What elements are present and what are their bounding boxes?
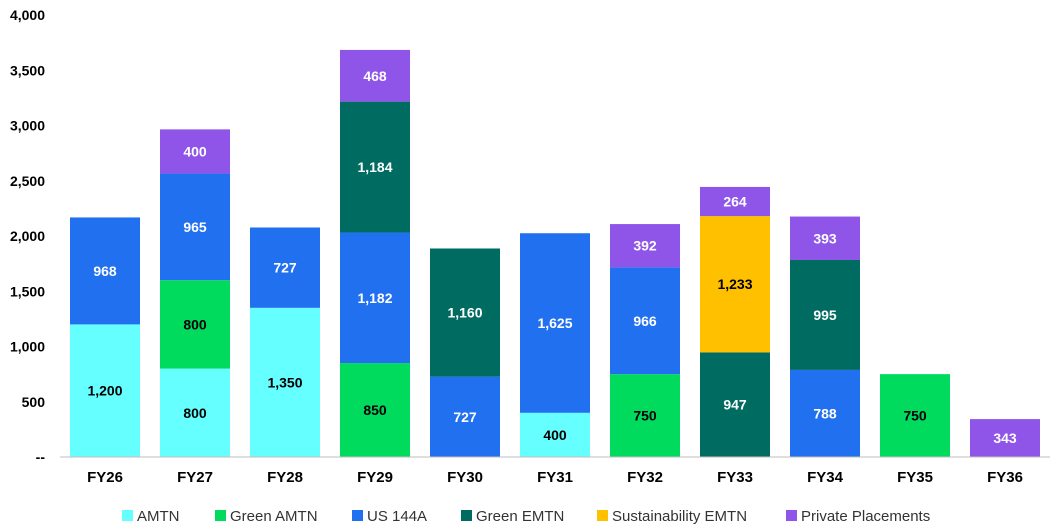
bar-segment bbox=[70, 324, 140, 457]
bar-segment bbox=[160, 280, 230, 369]
legend-label: Green AMTN bbox=[230, 508, 318, 525]
data-label: 1,625 bbox=[537, 315, 572, 331]
legend-swatch bbox=[215, 510, 226, 521]
bar-segment bbox=[520, 412, 590, 457]
x-axis: FY26 FY27 FY28 FY29 FY30 FY31 FY32 FY33 FY34 FY35… bbox=[87, 469, 1023, 486]
legend-label: US 144A bbox=[367, 508, 427, 525]
x-tick-label: FY32 bbox=[627, 469, 663, 486]
bar-segment bbox=[70, 217, 140, 325]
legend-label: Green EMTN bbox=[476, 508, 564, 525]
bar-segment bbox=[520, 233, 590, 413]
x-tick-label: FY27 bbox=[177, 469, 213, 486]
bar-segment bbox=[430, 248, 500, 377]
bar-segment bbox=[160, 129, 230, 174]
y-axis: -- 500 1,000 1,500 2,000 2,500 3,000 3,500 4,000 bbox=[10, 7, 45, 465]
bar-segment bbox=[970, 419, 1040, 457]
data-label: 968 bbox=[93, 263, 117, 279]
bar-segment bbox=[700, 186, 770, 217]
y-tick-label: 4,000 bbox=[10, 7, 45, 23]
y-tick-label: 2,000 bbox=[10, 228, 45, 244]
data-label: 750 bbox=[903, 408, 927, 424]
y-tick-label: 3,500 bbox=[10, 62, 45, 78]
data-label: 1,233 bbox=[717, 276, 752, 292]
bar-segment bbox=[340, 101, 410, 233]
y-tick-label: -- bbox=[36, 449, 46, 465]
bar-segment bbox=[610, 374, 680, 457]
x-tick-label: FY34 bbox=[807, 469, 844, 486]
data-label: 727 bbox=[273, 260, 297, 276]
bar-segment bbox=[250, 307, 320, 457]
bar-segment bbox=[700, 352, 770, 457]
data-label: 1,200 bbox=[87, 383, 122, 399]
data-label: 965 bbox=[183, 219, 207, 235]
data-label: 1,350 bbox=[267, 374, 302, 390]
x-tick-label: FY30 bbox=[447, 469, 483, 486]
x-tick-label: FY26 bbox=[87, 469, 123, 486]
data-label: 1,182 bbox=[357, 290, 392, 306]
data-label: 966 bbox=[633, 313, 657, 329]
x-tick-label: FY29 bbox=[357, 469, 393, 486]
legend-swatch bbox=[122, 510, 133, 521]
legend-swatch bbox=[352, 510, 363, 521]
bars: 1,200 968 800 800 965 400 1,350 727 850 1,182 1,18… bbox=[70, 49, 1040, 457]
legend-swatch bbox=[461, 510, 472, 521]
data-label: 1,184 bbox=[357, 159, 392, 175]
data-label: 800 bbox=[183, 316, 207, 332]
data-label: 400 bbox=[543, 427, 567, 443]
bar-segment bbox=[790, 259, 860, 370]
legend-swatch bbox=[597, 510, 608, 521]
bar-segment bbox=[430, 376, 500, 457]
bar-segment bbox=[790, 216, 860, 260]
data-label: 264 bbox=[723, 194, 747, 210]
bar-segment bbox=[340, 49, 410, 102]
data-label: 800 bbox=[183, 405, 207, 421]
x-tick-label: FY35 bbox=[897, 469, 933, 486]
data-label: 788 bbox=[813, 405, 837, 421]
bar-segment bbox=[340, 232, 410, 364]
bar-segment bbox=[880, 374, 950, 457]
bar-segment bbox=[790, 369, 860, 457]
bar-segment bbox=[700, 216, 770, 353]
y-tick-label: 1,500 bbox=[10, 283, 45, 299]
y-tick-label: 500 bbox=[22, 394, 46, 410]
legend: AMTN Green AMTN US 144A Green EMTN Sustainab… bbox=[122, 508, 930, 525]
bar-segment bbox=[610, 267, 680, 375]
x-tick-label: FY28 bbox=[267, 469, 303, 486]
bar-segment bbox=[160, 368, 230, 457]
data-label: 343 bbox=[993, 430, 1017, 446]
legend-label: AMTN bbox=[137, 508, 180, 525]
y-tick-label: 2,500 bbox=[10, 173, 45, 189]
data-label: 947 bbox=[723, 397, 747, 413]
x-tick-label: FY33 bbox=[717, 469, 753, 486]
data-label: 393 bbox=[813, 230, 837, 246]
data-label: 400 bbox=[183, 143, 207, 159]
data-label: 750 bbox=[633, 408, 657, 424]
data-label: 468 bbox=[363, 68, 387, 84]
data-label: 727 bbox=[453, 409, 477, 425]
x-tick-label: FY36 bbox=[987, 469, 1023, 486]
bar-segment bbox=[160, 173, 230, 281]
data-label: 995 bbox=[813, 307, 837, 323]
y-tick-label: 3,000 bbox=[10, 118, 45, 134]
bar-segment bbox=[250, 227, 320, 308]
legend-label: Private Placements bbox=[801, 508, 930, 525]
bar-segment bbox=[610, 224, 680, 268]
data-label: 1,160 bbox=[447, 305, 482, 321]
legend-label: Sustainability EMTN bbox=[612, 508, 747, 525]
data-label: 392 bbox=[633, 238, 657, 254]
y-tick-label: 1,000 bbox=[10, 339, 45, 355]
x-tick-label: FY31 bbox=[537, 469, 573, 486]
bar-segment bbox=[340, 363, 410, 457]
data-label: 850 bbox=[363, 402, 387, 418]
legend-swatch bbox=[786, 510, 797, 521]
